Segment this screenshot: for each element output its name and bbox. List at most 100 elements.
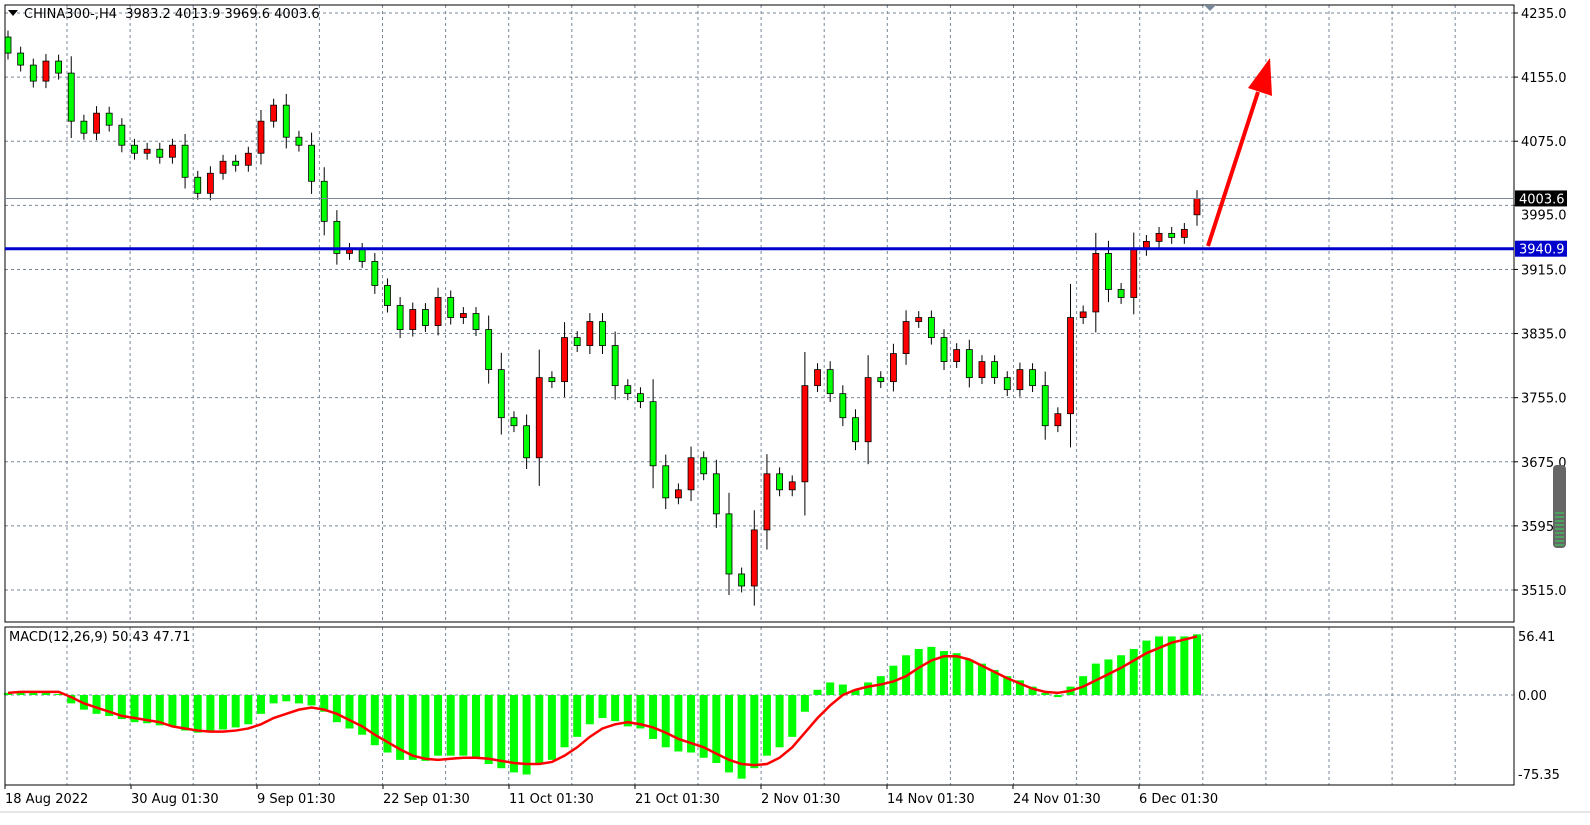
- bull-candle: [586, 321, 594, 346]
- macd-histogram-bar: [509, 695, 518, 773]
- bear-candle: [422, 309, 429, 326]
- bull-candle: [902, 321, 910, 354]
- macd-histogram-bar: [130, 695, 139, 723]
- macd-histogram-bar: [712, 695, 721, 763]
- bear-candle: [548, 377, 556, 383]
- bear-candle: [308, 144, 315, 182]
- macd-histogram-bar: [1053, 695, 1062, 698]
- level-price-tag: [1515, 240, 1567, 257]
- macd-histogram-bar: [1041, 692, 1050, 695]
- bull-candle: [561, 337, 568, 383]
- macd-histogram-bar: [864, 682, 873, 695]
- bear-candle: [927, 317, 935, 338]
- macd-histogram-bar: [105, 695, 114, 716]
- bull-candle: [864, 377, 872, 443]
- bear-candle: [877, 377, 885, 383]
- bull-candle: [42, 60, 50, 82]
- bear-candle: [295, 136, 303, 146]
- bear-candle: [599, 321, 606, 346]
- bull-candle: [763, 473, 771, 531]
- macd-histogram-bar: [750, 695, 759, 769]
- x-tick-label: 9 Sep 01:30: [257, 792, 336, 807]
- macd-histogram-bar: [914, 648, 923, 695]
- macd-histogram-bar: [282, 695, 291, 702]
- bull-candle: [674, 489, 682, 499]
- bear-candle: [649, 401, 657, 467]
- candles: [4, 30, 1201, 606]
- macd-histogram-bar: [29, 691, 38, 695]
- bull-candle: [244, 152, 252, 166]
- bear-candle: [1105, 253, 1112, 290]
- bear-candle: [485, 329, 493, 371]
- bull-candle: [1054, 413, 1062, 427]
- bear-candle: [384, 285, 391, 306]
- bull-candle: [1016, 369, 1024, 391]
- bear-candle: [282, 104, 290, 138]
- macd-indicator: [4, 634, 1201, 779]
- bull-candle: [953, 349, 961, 363]
- y-tick-label: 4155.0: [1521, 71, 1567, 86]
- bear-candle: [371, 261, 379, 286]
- macd-histogram-bar: [1180, 636, 1189, 695]
- bull-candle: [788, 481, 796, 491]
- macd-histogram-bar: [737, 695, 746, 779]
- bear-candle: [776, 473, 783, 491]
- bear-candle: [67, 72, 75, 122]
- bear-candle: [662, 465, 670, 499]
- bear-candle: [194, 176, 202, 194]
- bear-candle: [29, 64, 37, 82]
- macd-histogram-bar: [117, 695, 126, 720]
- bull-candle: [459, 313, 467, 318]
- macd-histogram-bar: [724, 695, 733, 773]
- macd-histogram-bar: [813, 689, 822, 695]
- bear-candle: [940, 337, 948, 363]
- bull-candle: [206, 172, 214, 194]
- x-tick-label: 18 Aug 2022: [5, 792, 88, 807]
- macd-histogram-bar: [927, 646, 936, 695]
- y-tick-label: 4075.0: [1521, 135, 1567, 150]
- arrow-head-icon: [1248, 58, 1272, 96]
- bear-candle: [333, 220, 341, 254]
- bear-candle: [1029, 369, 1036, 387]
- macd-histogram-bar: [307, 695, 316, 706]
- bear-candle: [510, 417, 518, 427]
- macd-tick-label: 56.41: [1518, 630, 1555, 645]
- macd-histogram-bar: [560, 695, 569, 748]
- dropdown-triangle-icon[interactable]: [8, 10, 18, 16]
- bear-candle: [105, 112, 113, 126]
- bear-candle: [611, 345, 619, 387]
- bear-candle: [991, 361, 999, 379]
- chart-shift-marker-icon: [1204, 5, 1216, 11]
- bear-candle: [1003, 377, 1011, 391]
- bear-candle: [447, 297, 455, 318]
- macd-histogram-bar: [661, 695, 670, 748]
- macd-histogram-bar: [674, 695, 683, 752]
- macd-histogram-bar: [1193, 634, 1201, 695]
- chart-header: CHINA300-,H4 3983.2 4013.9 3969.6 4003.6: [8, 7, 320, 22]
- macd-histogram-bar: [472, 695, 481, 758]
- bull-candle: [915, 317, 923, 322]
- x-tick-label: 6 Dec 01:30: [1139, 792, 1218, 807]
- x-tick-label: 21 Oct 01:30: [635, 792, 720, 807]
- macd-histogram-bar: [1167, 636, 1176, 695]
- macd-histogram-bar: [838, 684, 847, 695]
- macd-histogram-bar: [1028, 686, 1037, 695]
- current-price-tag: [1515, 190, 1567, 207]
- macd-histogram-bar: [332, 695, 341, 723]
- bear-candle: [624, 385, 632, 395]
- macd-histogram-bar: [699, 695, 708, 758]
- macd-histogram-bar: [1129, 648, 1138, 695]
- bull-candle: [169, 144, 176, 158]
- macd-histogram-bar: [54, 693, 63, 695]
- x-tick-label: 24 Nov 01:30: [1013, 792, 1101, 807]
- y-tick-label: 3915.0: [1521, 263, 1567, 278]
- bear-candle: [17, 52, 25, 66]
- x-tick-label: 30 Aug 01:30: [131, 792, 219, 807]
- bear-candle: [4, 36, 12, 54]
- macd-histogram-bar: [4, 692, 12, 695]
- x-tick-label: 2 Nov 01:30: [761, 792, 840, 807]
- main-panel-frame: [4, 4, 1515, 623]
- bull-candle: [93, 112, 100, 134]
